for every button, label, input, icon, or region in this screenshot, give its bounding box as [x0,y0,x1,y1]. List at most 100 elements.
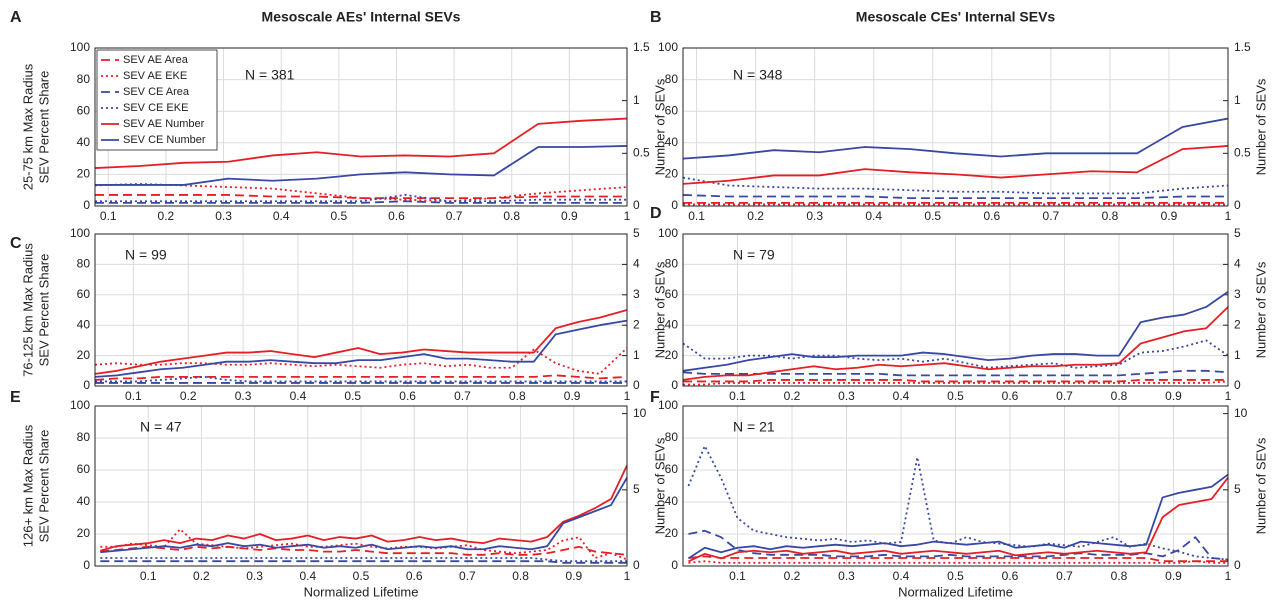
y2-axis-label: Number of SEVs [652,261,667,358]
x-tick-label: 0.8 [509,389,526,403]
series-line [95,194,627,199]
annotation: N = 348 [733,67,783,83]
x-tick-label: 0.9 [1161,209,1178,223]
y-axis-label: 25-75 km Max Radius [20,63,35,190]
x-tick-label: 0.7 [1056,569,1073,583]
y2-tick-label: 0.5 [633,146,650,160]
series-line [94,309,628,375]
x-tick-label: 0.3 [806,209,823,223]
y-tick-label: 0 [83,198,90,212]
y-tick-label: 100 [658,398,678,412]
y-tick-label: 80 [77,430,91,444]
x-tick-label: 0.4 [893,569,910,583]
y-tick-label: 100 [70,398,90,412]
series-line [100,528,628,561]
y2-tick-label: 2 [633,317,640,331]
series-line [688,477,1229,563]
y-tick-label: 40 [77,135,91,149]
y-tick-label: 60 [77,462,91,476]
y2-axis-label: Number of SEVs [652,437,667,534]
series-line [94,319,628,378]
y-tick-label: 60 [77,287,91,301]
y-tick-label: 80 [77,257,91,271]
x-tick-label: 0.1 [688,209,705,223]
x-tick-label: 0.6 [388,209,405,223]
y2-tick-label: 1 [1234,348,1241,362]
legend-label: SEV AE Number [123,118,205,130]
y-tick-label: 0 [671,198,678,212]
x-axis-label: Normalized Lifetime [898,584,1013,599]
panel-label: A [10,9,22,26]
x-tick-label: 0.8 [1111,389,1128,403]
x-tick-label: 0.6 [399,389,416,403]
x-tick-label: 0.8 [512,569,529,583]
x-tick-label: 0.2 [784,569,801,583]
x-tick-label: 0.6 [406,569,423,583]
y-tick-label: 20 [665,348,679,362]
y2-tick-label: 1 [633,93,640,107]
series-line [682,194,1228,199]
y2-axis-label: Number of SEVs [1253,261,1268,358]
y-axis-label: SEV Percent Share [36,71,51,184]
panel-label: C [10,235,22,252]
series-line [682,176,1229,195]
x-tick-label: 0.8 [503,209,520,223]
plot-area [683,48,1228,206]
axes-box [682,405,1229,567]
y-tick-label: 100 [658,226,678,240]
y2-tick-label: 4 [633,257,640,271]
legend-label: SEV AE EKE [123,70,187,82]
x-tick-label: 0.4 [893,389,910,403]
plot-area [95,234,627,386]
x-tick-label: 1 [1225,569,1232,583]
legend-label: SEV CE Area [123,86,190,98]
x-tick-label: 1 [1225,209,1232,223]
x-tick-label: 0.6 [1002,569,1019,583]
series-line [682,117,1229,160]
x-tick-label: 0.2 [158,209,175,223]
series-line [95,145,628,186]
y-tick-label: 60 [665,462,679,476]
x-tick-label: 0.2 [180,389,197,403]
series-line [688,529,1229,561]
y2-tick-label: 0.5 [1234,146,1251,160]
panel-label: E [10,389,21,406]
x-tick-label: 0.4 [273,209,290,223]
x-tick-label: 0.2 [193,569,210,583]
x-tick-label: 0.6 [1002,389,1019,403]
x-tick-label: 1 [624,209,631,223]
y-tick-label: 60 [665,103,679,117]
y2-tick-label: 0 [1234,198,1241,212]
x-tick-label: 0.9 [565,569,582,583]
x-tick-label: 1 [1225,389,1232,403]
y-tick-label: 60 [77,103,91,117]
x-axis-label: Normalized Lifetime [304,584,419,599]
x-tick-label: 0.1 [729,569,746,583]
y-tick-label: 20 [77,526,91,540]
annotation: N = 47 [140,419,182,435]
x-tick-label: 0.1 [729,389,746,403]
y2-tick-label: 5 [1234,226,1241,240]
series-line [682,291,1229,372]
x-tick-label: 1 [624,569,631,583]
y2-tick-label: 1 [1234,93,1241,107]
legend-label: SEV CE Number [123,134,206,146]
y2-tick-label: 3 [633,287,640,301]
x-tick-label: 0.3 [246,569,263,583]
panel-label: F [650,389,660,406]
series-line [100,560,627,564]
x-tick-label: 0.1 [125,389,142,403]
y-tick-label: 80 [77,72,91,86]
panel-title: Mesoscale AEs' Internal SEVs [262,9,461,25]
y-axis-label: SEV Percent Share [36,430,51,543]
series-line [683,379,1228,383]
x-tick-label: 0.3 [838,569,855,583]
series-line [100,465,628,552]
y-tick-label: 100 [70,40,90,54]
x-tick-label: 0.4 [290,389,307,403]
y2-tick-label: 4 [1234,257,1241,271]
